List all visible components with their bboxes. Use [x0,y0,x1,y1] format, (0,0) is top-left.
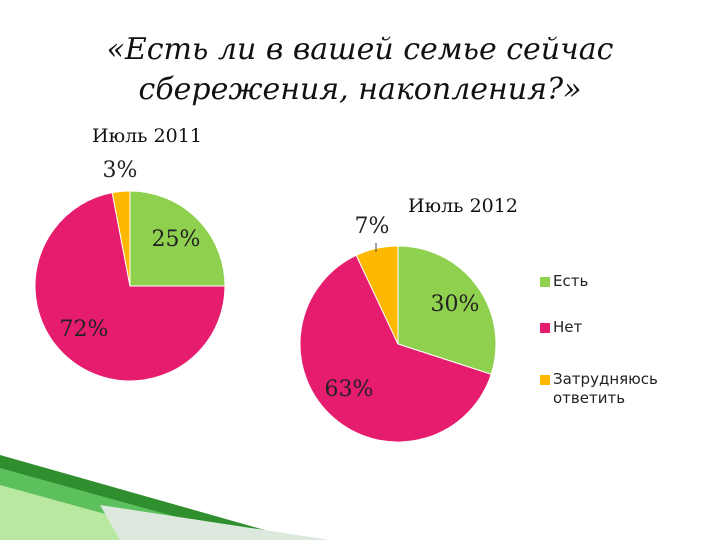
legend-swatch-no [540,323,550,333]
chart-1-title: Июль 2011 [92,125,202,147]
chart-1-slice-yes [129,190,226,287]
legend-label-hard: Затрудняюсь ответить [553,370,658,407]
legend-label-no: Нет [553,318,583,336]
chart-2-data-label: 63% [325,377,374,402]
chart-1-data-label: 25% [152,227,201,252]
chart-1-slice-hard [111,190,131,287]
chart-2-data-label: 7% [355,214,390,239]
chart-2-title: Июль 2012 [408,195,518,217]
chart-1-data-label: 3% [103,158,138,183]
legend-swatch-yes [540,277,550,287]
chart-2-slice-no [299,254,492,443]
title-line-2: сбережения, накопления?» [138,72,582,107]
chart-1-slice-no [34,192,226,382]
chart-2-slice-hard [355,245,399,345]
page-title: «Есть ли в вашей семье сейчас сбережения… [60,30,660,110]
chart-2-slice-yes [397,245,497,375]
legend-label-yes: Есть [553,272,588,290]
chart-2-data-label: 30% [431,292,480,317]
legend-swatch-hard [540,375,550,385]
chart-1-data-label: 72% [60,317,109,342]
title-line-1: «Есть ли в вашей семье сейчас [106,32,614,67]
